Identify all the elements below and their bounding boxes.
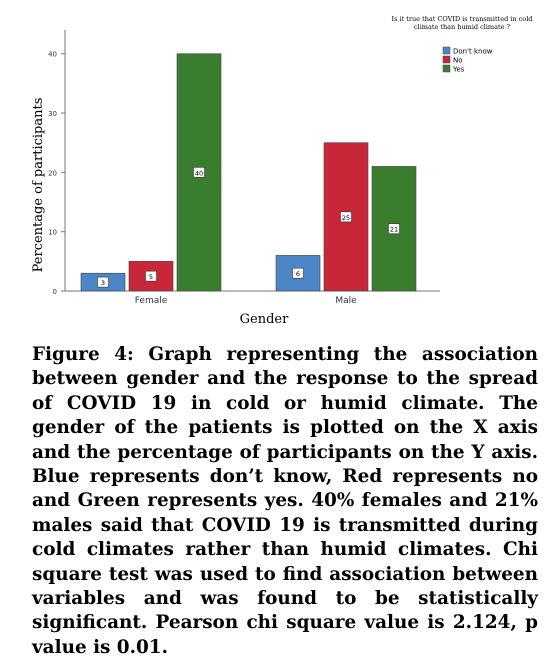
data-label-box — [292, 267, 304, 279]
chart-x-categories: Female Male — [135, 296, 357, 306]
y-tick-label: 10 — [48, 229, 57, 237]
legend-swatch — [442, 46, 451, 55]
bar-chart: 3 5 40 6 25 21 0 10 20 30 40 Female Male Percentag… — [31, 15, 533, 327]
chart-bars: 3 5 40 6 25 21 — [80, 53, 417, 292]
data-label-box — [97, 276, 109, 288]
data-label: 25 — [342, 214, 350, 222]
data-label-box — [340, 211, 352, 223]
data-label: 3 — [101, 279, 105, 287]
x-category-label: Male — [335, 296, 357, 306]
caption-text: Graph representing the association betwe… — [32, 344, 539, 658]
chart-title-line: Is it true that COVID is transmitted in … — [392, 15, 533, 23]
chart-y-ticks: 0 10 20 30 40 — [48, 51, 65, 296]
legend-swatch — [442, 64, 451, 73]
y-tick-label: 30 — [48, 110, 57, 118]
chart-title: Is it true that COVID is transmitted in … — [392, 15, 533, 31]
data-label: 40 — [195, 169, 203, 177]
legend-label: No — [453, 57, 463, 65]
figure-caption: Figure 4: Graph representing the associa… — [32, 343, 538, 660]
y-tick-label: 20 — [48, 169, 57, 177]
x-axis-label: Gender — [240, 312, 289, 327]
data-label-box — [145, 270, 157, 282]
x-category-label: Female — [135, 296, 168, 306]
y-axis-label: Percentage of participants — [31, 98, 46, 273]
legend-swatch — [442, 55, 451, 64]
caption-label: Figure 4: — [32, 344, 134, 365]
chart-title-line: climate than humid climate ? — [414, 23, 510, 31]
legend-label: Don't know — [453, 48, 493, 56]
y-tick-label: 40 — [48, 51, 57, 59]
data-label-box — [388, 223, 400, 235]
legend-label: Yes — [452, 66, 465, 74]
data-label: 5 — [149, 273, 153, 281]
data-label: 21 — [390, 226, 398, 234]
data-label-box — [193, 167, 205, 178]
data-label: 6 — [296, 270, 300, 278]
y-tick-label: 0 — [53, 288, 57, 296]
